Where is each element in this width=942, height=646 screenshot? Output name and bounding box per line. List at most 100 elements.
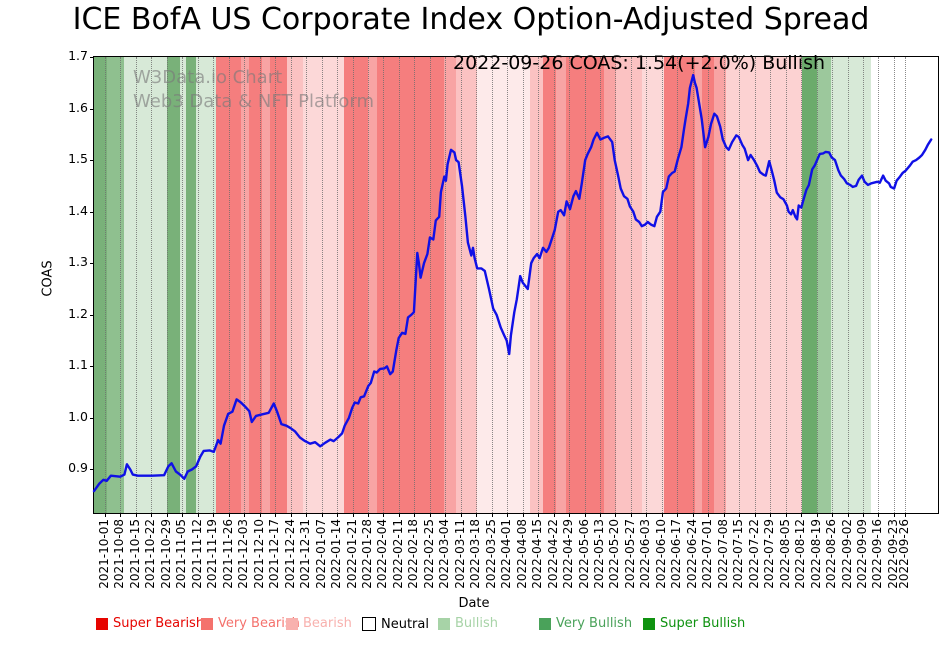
y-tick-mark [90, 108, 94, 110]
x-tick-label: 2022-08-12 [793, 519, 808, 589]
x-tick-label: 2022-06-10 [653, 519, 668, 589]
x-tick-label: 2022-08-26 [824, 519, 839, 589]
gridline [801, 57, 803, 513]
x-tick-mark [429, 513, 431, 517]
sentiment-band [714, 57, 726, 513]
x-tick-label: 2022-06-03 [638, 519, 653, 589]
gridline [600, 57, 602, 513]
x-tick-label: 2022-01-28 [359, 519, 374, 589]
legend-label: Super Bullish [660, 616, 746, 631]
x-tick-label: 2022-06-17 [669, 519, 684, 589]
sentiment-band [830, 57, 871, 513]
legend-item-neutral: Neutral [362, 617, 429, 631]
y-tick-mark [90, 314, 94, 316]
x-tick-mark [476, 513, 478, 517]
x-tick-label: 2021-10-01 [96, 519, 111, 589]
gridline [739, 57, 741, 513]
x-tick-label: 2022-05-27 [622, 519, 637, 589]
x-tick-mark [893, 513, 895, 517]
gridline [352, 57, 354, 513]
x-tick-mark [445, 513, 447, 517]
legend-swatch [539, 617, 551, 630]
sentiment-band [196, 57, 216, 513]
watermark: W3Data.io Chart Web3 Data & NFT Platform [133, 66, 374, 115]
x-tick-label: 2021-12-24 [282, 519, 297, 589]
legend-swatch [201, 617, 213, 630]
y-tick-label: 0.9 [68, 460, 88, 476]
gridline [135, 57, 137, 513]
x-tick-label: 2022-02-18 [406, 519, 421, 589]
x-tick-label: 2021-10-08 [112, 519, 127, 589]
gridline [708, 57, 710, 513]
gridline [460, 57, 462, 513]
x-tick-mark [197, 513, 199, 517]
x-tick-mark [847, 513, 849, 517]
sentiment-band [802, 57, 817, 513]
x-tick-label: 2022-05-13 [592, 519, 607, 589]
sentiment-band [556, 57, 566, 513]
gridline [182, 57, 184, 513]
legend-label: Bearish [303, 616, 352, 631]
x-tick-mark [677, 513, 679, 517]
x-tick-mark [228, 513, 230, 517]
coas-polyline [92, 73, 933, 493]
x-tick-label: 2022-04-15 [530, 519, 545, 589]
x-tick-label: 2021-11-05 [174, 519, 189, 589]
sentiment-band [725, 57, 803, 513]
gridline [491, 57, 493, 513]
x-tick-label: 2022-09-02 [839, 519, 854, 589]
x-tick-label: 2022-04-22 [545, 519, 560, 589]
x-tick-label: 2022-01-07 [313, 519, 328, 589]
x-tick-label: 2021-12-31 [298, 519, 313, 589]
gridline [275, 57, 277, 513]
gridline [754, 57, 756, 513]
x-tick-mark [538, 513, 540, 517]
x-tick-label: 2022-07-01 [700, 519, 715, 589]
sentiment-band [444, 57, 456, 513]
x-tick-mark [460, 513, 462, 517]
legend-item-very-bearish: Very Bearish [201, 617, 300, 630]
gridline [383, 57, 385, 513]
gridline [878, 57, 880, 513]
legend-item-very-bullish: Very Bullish [539, 617, 632, 630]
x-tick-label: 2022-03-11 [452, 519, 467, 589]
x-tick-mark [352, 513, 354, 517]
gridline [569, 57, 571, 513]
gridline [785, 57, 787, 513]
x-tick-mark [770, 513, 772, 517]
gridline [398, 57, 400, 513]
gridline [476, 57, 478, 513]
x-tick-label: 2021-11-26 [220, 519, 235, 589]
y-tick-label: 1.5 [68, 151, 88, 167]
gridline [445, 57, 447, 513]
x-tick-mark [905, 513, 907, 517]
x-tick-label: 2022-09-26 [897, 519, 912, 589]
x-tick-mark [569, 513, 571, 517]
plot-area: 1.7 1.6 1.5 1.4 1.3 1.2 1.1 1.0 0.9 2021-10-01 20… [68, 49, 939, 589]
sentiment-band [167, 57, 180, 513]
x-tick-mark [367, 513, 369, 517]
y-tick-mark [90, 57, 94, 58]
x-tick-mark [135, 513, 137, 517]
x-tick-mark [104, 513, 106, 517]
x-tick-label: 2022-04-08 [514, 519, 529, 589]
gridline [166, 57, 168, 513]
x-tick-label: 2021-10-15 [127, 519, 142, 589]
x-tick-mark [553, 513, 555, 517]
x-tick-mark [615, 513, 617, 517]
gridline [832, 57, 834, 513]
x-tick-mark [151, 513, 153, 517]
sentiment-band [123, 57, 167, 513]
legend-item-bullish: Bullish [438, 617, 498, 630]
legend-swatch [438, 617, 450, 630]
x-tick-mark [259, 513, 261, 517]
x-tick-mark [600, 513, 602, 517]
legend: Super Bearish Very Bearish Bearish Neutral B… [0, 617, 942, 639]
gridline [290, 57, 292, 513]
x-tick-label: 2021-12-03 [236, 519, 251, 589]
x-tick-mark [816, 513, 818, 517]
x-tick-label: 2022-03-25 [483, 519, 498, 589]
gridline [259, 57, 261, 513]
y-tick-mark [90, 366, 94, 368]
